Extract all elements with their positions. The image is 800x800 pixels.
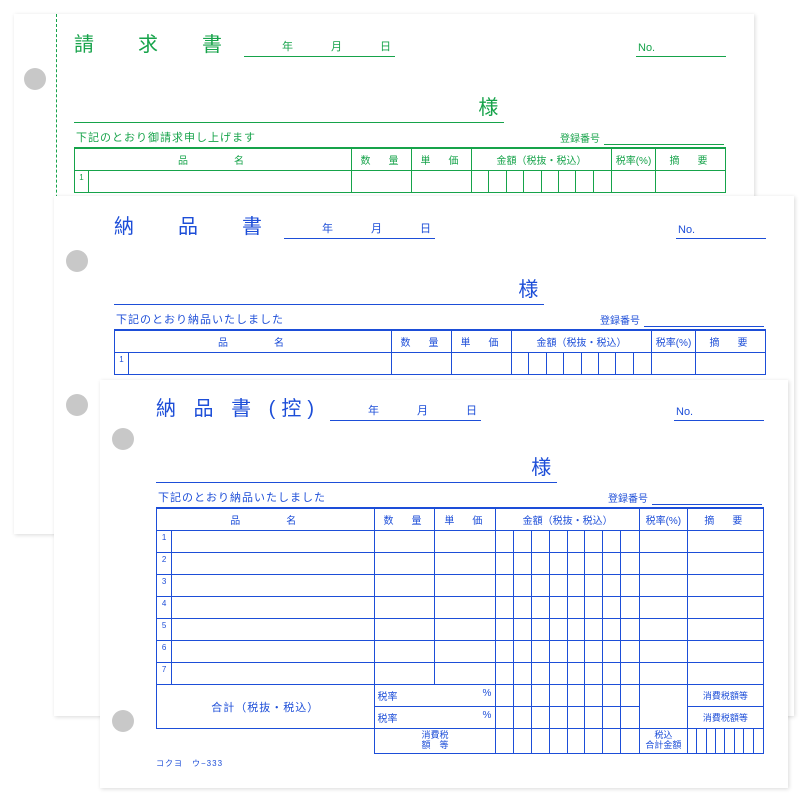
- header-row: 納 品 書 (控) 年 月 日 No.: [156, 392, 764, 421]
- col-item: 品 名: [75, 149, 352, 171]
- number-field[interactable]: No.: [674, 406, 764, 421]
- punch-hole-icon: [66, 394, 88, 416]
- col-note: 摘 要: [656, 149, 726, 171]
- col-item: 品 名: [157, 509, 375, 531]
- number-field[interactable]: No.: [636, 42, 726, 57]
- percent-mark: %: [482, 688, 491, 699]
- sama-suffix: 様: [478, 91, 498, 120]
- recipient-field[interactable]: 様: [114, 273, 544, 305]
- tax-rate-label: 税率: [378, 692, 398, 703]
- totals-row: 消費税 額 等 税込 合計金額: [157, 729, 764, 754]
- punch-hole-icon: [112, 428, 134, 450]
- punch-hole-icon: [24, 68, 46, 90]
- totals-row: 合計（税抜・税込） 税率 % 消費税額等: [157, 685, 764, 707]
- date-field[interactable]: 年 月 日: [244, 38, 395, 57]
- table-row[interactable]: 5: [157, 619, 764, 641]
- table-row[interactable]: 4: [157, 597, 764, 619]
- registration-label: 登録番号: [600, 312, 640, 327]
- row-number: 1: [115, 353, 129, 375]
- sheet-delivery-copy: 納 品 書 (控) 年 月 日 No. 様 下記のとおり納品いたしました 登録番…: [100, 380, 788, 788]
- tax-incl-total-label: 税込 合計金額: [639, 729, 687, 754]
- sama-suffix: 様: [531, 451, 551, 480]
- row-number: 6: [157, 641, 172, 663]
- number-field[interactable]: No.: [676, 224, 766, 239]
- row-number: 7: [157, 663, 172, 685]
- message-row: 下記のとおり御請求申し上げます 登録番号: [74, 125, 726, 148]
- row-number: 4: [157, 597, 172, 619]
- sama-suffix: 様: [518, 273, 538, 302]
- col-rate: 税率(%): [652, 331, 696, 353]
- col-amount: 金額（税抜・税込）: [472, 149, 612, 171]
- row-number: 3: [157, 575, 172, 597]
- table-row[interactable]: 7: [157, 663, 764, 685]
- message-text: 下記のとおり御請求申し上げます: [76, 129, 256, 145]
- row-number: 1: [157, 531, 172, 553]
- recipient-field[interactable]: 様: [156, 451, 557, 483]
- row-number: 5: [157, 619, 172, 641]
- document-title: 請 求 書: [74, 28, 234, 57]
- col-unit: 単 価: [412, 149, 472, 171]
- message-text: 下記のとおり納品いたしました: [116, 311, 284, 327]
- recipient-field[interactable]: 様: [74, 91, 504, 123]
- line-items-table: 品 名 数 量 単 価 金額（税抜・税込） 税率(%) 摘 要 1: [114, 330, 766, 375]
- date-field[interactable]: 年 月 日: [330, 402, 481, 421]
- header-row: 請 求 書 年 月 日 No.: [74, 28, 726, 57]
- line-items-table: 品 名 数 量 単 価 金額（税抜・税込） 税率(%) 摘 要 1 2 3 4 …: [156, 508, 764, 754]
- table-row[interactable]: 3: [157, 575, 764, 597]
- col-unit: 単 価: [435, 509, 496, 531]
- col-qty: 数 量: [352, 149, 412, 171]
- col-amount: 金額（税抜・税込）: [496, 509, 640, 531]
- registration-label: 登録番号: [608, 490, 648, 505]
- col-qty: 数 量: [374, 509, 435, 531]
- line-items-table: 品 名 数 量 単 価 金額（税抜・税込） 税率(%) 摘 要 1: [74, 148, 726, 193]
- punch-hole-icon: [66, 250, 88, 272]
- row-number: 1: [75, 171, 89, 193]
- table-row[interactable]: 2: [157, 553, 764, 575]
- col-unit: 単 価: [452, 331, 512, 353]
- total-label: 合計（税抜・税込）: [157, 685, 375, 729]
- registration-label: 登録番号: [560, 130, 600, 145]
- col-qty: 数 量: [392, 331, 452, 353]
- col-rate: 税率(%): [612, 149, 656, 171]
- col-note: 摘 要: [696, 331, 766, 353]
- tax-rate-label: 税率: [378, 714, 398, 725]
- consumption-tax-label: 消費税額等: [687, 685, 763, 707]
- consumption-tax-amount-label: 消費税 額 等: [374, 729, 496, 754]
- punch-hole-icon: [112, 710, 134, 732]
- table-row[interactable]: 6: [157, 641, 764, 663]
- consumption-tax-label: 消費税額等: [687, 707, 763, 729]
- percent-mark: %: [482, 710, 491, 721]
- document-title: 納 品 書 (控): [156, 392, 320, 421]
- product-code: コクヨ ウ−333: [156, 758, 764, 769]
- table-header-row: 品 名 数 量 単 価 金額（税抜・税込） 税率(%) 摘 要: [115, 331, 766, 353]
- col-item: 品 名: [115, 331, 392, 353]
- document-title: 納 品 書: [114, 210, 274, 239]
- row-number: 2: [157, 553, 172, 575]
- message-row: 下記のとおり納品いたしました 登録番号: [156, 485, 764, 508]
- table-header-row: 品 名 数 量 単 価 金額（税抜・税込） 税率(%) 摘 要: [157, 509, 764, 531]
- header-row: 納 品 書 年 月 日 No.: [114, 210, 766, 239]
- col-note: 摘 要: [687, 509, 763, 531]
- table-header-row: 品 名 数 量 単 価 金額（税抜・税込） 税率(%) 摘 要: [75, 149, 726, 171]
- table-row[interactable]: 1: [75, 171, 726, 193]
- date-field[interactable]: 年 月 日: [284, 220, 435, 239]
- message-text: 下記のとおり納品いたしました: [158, 489, 326, 505]
- table-row[interactable]: 1: [115, 353, 766, 375]
- table-row[interactable]: 1: [157, 531, 764, 553]
- col-rate: 税率(%): [639, 509, 687, 531]
- col-amount: 金額（税抜・税込）: [512, 331, 652, 353]
- message-row: 下記のとおり納品いたしました 登録番号: [114, 307, 766, 330]
